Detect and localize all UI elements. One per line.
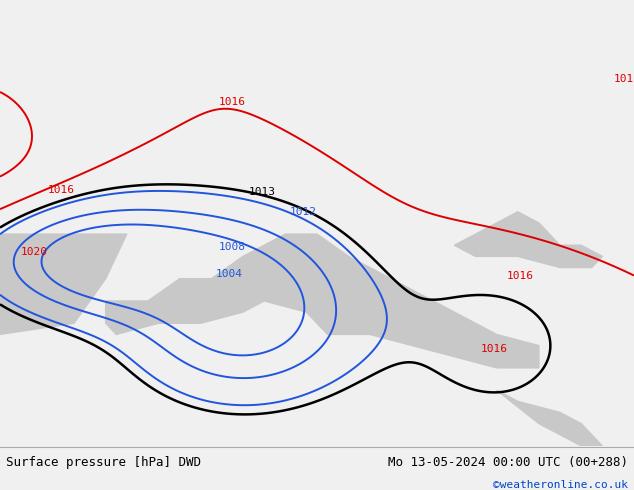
Text: Surface pressure [hPa] DWD: Surface pressure [hPa] DWD <box>6 456 202 469</box>
Text: 1012: 1012 <box>290 207 317 217</box>
Text: 1020: 1020 <box>21 247 48 257</box>
Polygon shape <box>0 234 127 334</box>
Polygon shape <box>106 234 539 368</box>
Text: 1016: 1016 <box>507 270 534 281</box>
Text: 1008: 1008 <box>219 242 246 251</box>
Text: 1016: 1016 <box>481 344 508 354</box>
Polygon shape <box>496 390 602 446</box>
Text: 1016: 1016 <box>48 185 75 195</box>
Text: 1016: 1016 <box>614 74 634 84</box>
Text: 1013: 1013 <box>249 187 276 197</box>
Polygon shape <box>455 212 602 268</box>
Text: Mo 13-05-2024 00:00 UTC (00+288): Mo 13-05-2024 00:00 UTC (00+288) <box>387 456 628 469</box>
Text: ©weatheronline.co.uk: ©weatheronline.co.uk <box>493 480 628 490</box>
Text: 1004: 1004 <box>216 269 243 279</box>
Text: 1016: 1016 <box>219 97 246 107</box>
